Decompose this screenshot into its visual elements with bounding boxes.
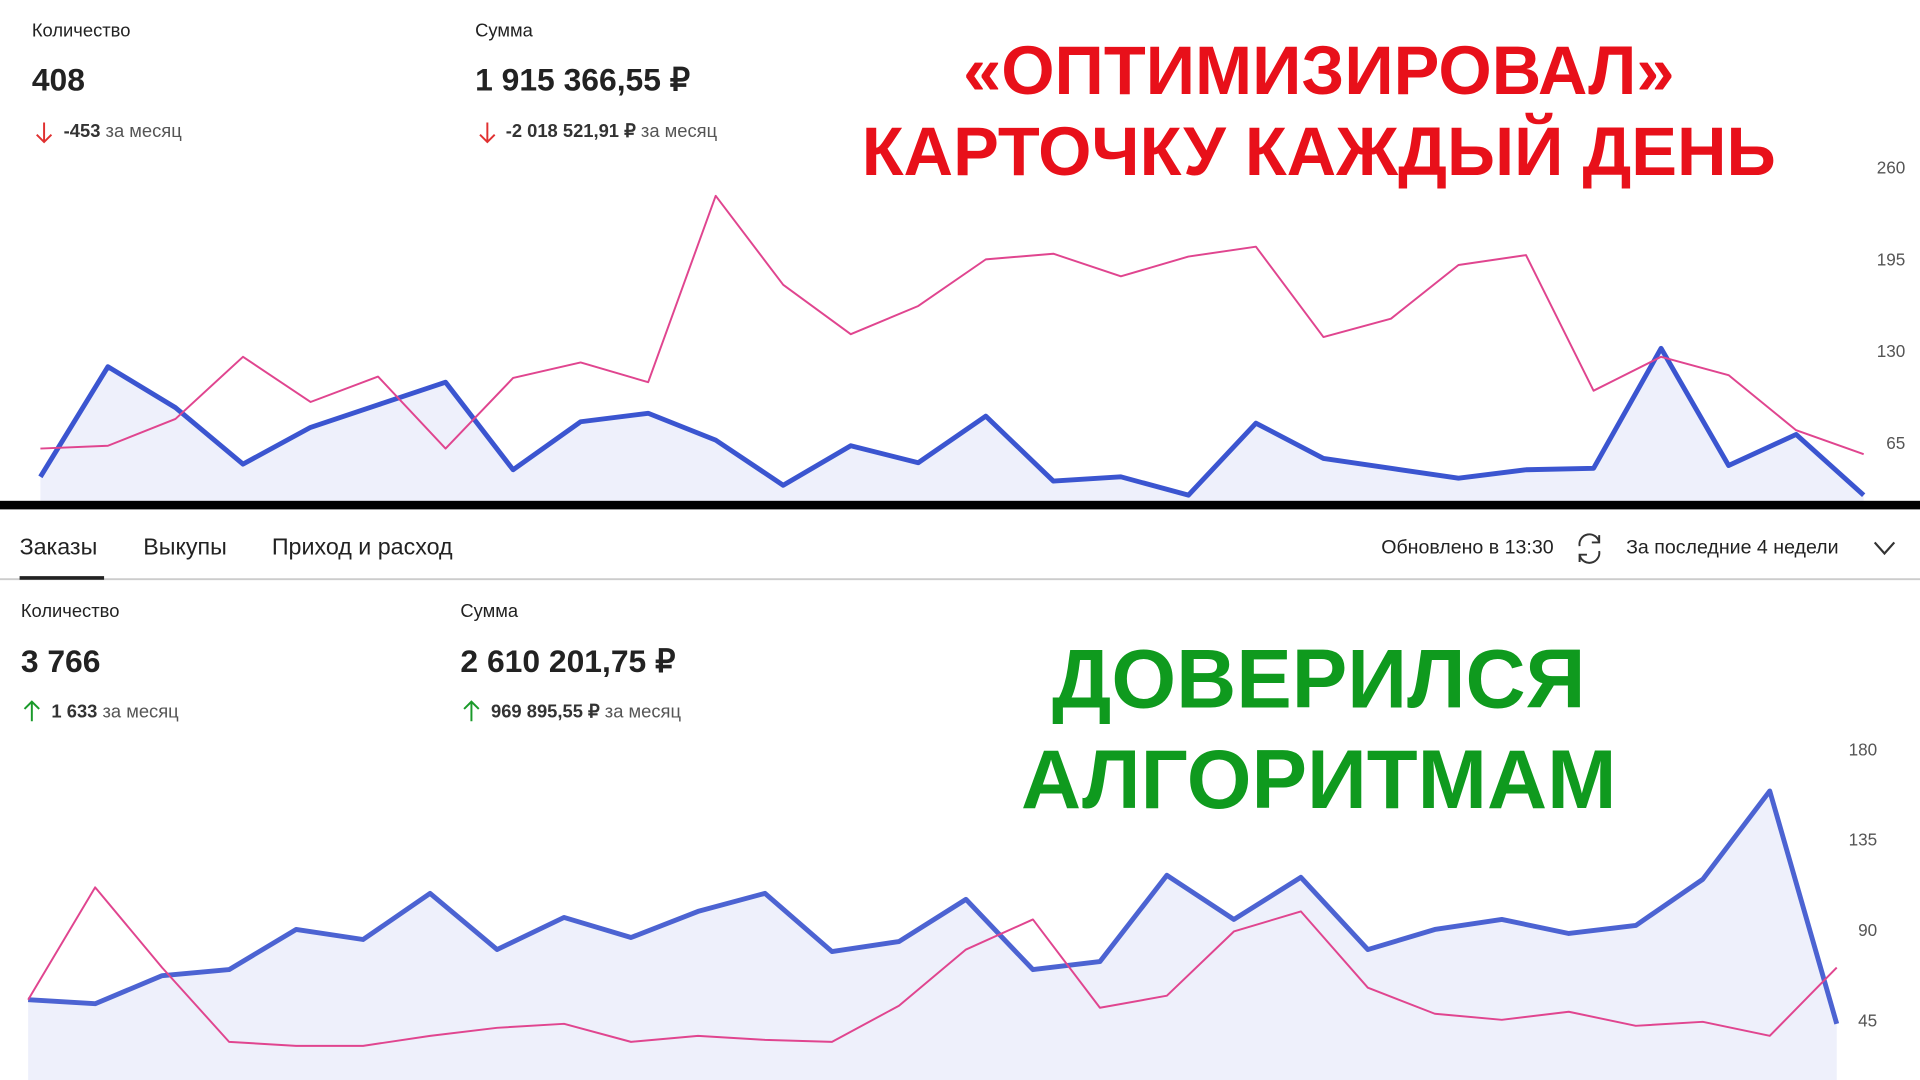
sum: 2 610 201,75 ₽ [460, 643, 675, 679]
top-chart: 65 130 195 260 [38, 158, 1906, 501]
y-tick-label: 195 [1877, 249, 1906, 269]
sum-label: Сумма [460, 600, 518, 621]
period: за месяц [641, 120, 718, 141]
change: -453 [64, 120, 101, 141]
count-label: Количество [21, 600, 120, 621]
updated: Обновлено в 13:30 [1381, 537, 1553, 559]
up-arrow [463, 700, 480, 722]
sum-change: 969 895,55 ₽ за месяц [491, 700, 681, 721]
down-arrow [479, 122, 496, 144]
count-change: -453 за месяц [64, 120, 183, 141]
chevron[interactable] [1873, 541, 1896, 556]
count-label: Количество [32, 20, 131, 41]
change: 1 633 [51, 700, 97, 721]
y-tick-label: 135 [1849, 830, 1878, 850]
sum-label: Сумма [475, 20, 533, 41]
period: за месяц [106, 120, 183, 141]
caption: «ОПТИМИЗИРОВАЛ» [963, 32, 1674, 109]
up-arrow [23, 700, 40, 722]
y-tick-label: 65 [1886, 433, 1905, 453]
caption: ДОВЕРИЛСЯ [1052, 633, 1585, 726]
divider [0, 500, 1920, 510]
caption: АЛГОРИТМАМ [1021, 733, 1616, 826]
count-change: 1 633 за месяц [51, 700, 179, 721]
bottom-chart: 45 90 135 180 [27, 739, 1878, 1080]
top-panel: Количество 408 -453 за месяц Сумма 1 915… [32, 20, 718, 144]
y-tick-label: 90 [1858, 920, 1877, 940]
y-tick-label: 260 [1877, 158, 1906, 178]
down-arrow [36, 122, 53, 144]
refresh-icon[interactable] [1578, 533, 1601, 564]
tab[interactable]: Выкупы [143, 534, 227, 560]
y-tick-label: 180 [1849, 739, 1878, 759]
sum: 1 915 366,55 ₽ [475, 61, 690, 97]
change: 969 895,55 ₽ [491, 700, 600, 721]
y-tick-label: 45 [1858, 1010, 1877, 1030]
area [28, 790, 1837, 1080]
count: 3 766 [21, 643, 101, 679]
line [40, 194, 1865, 456]
caption: КАРТОЧКУ КАЖДЫЙ ДЕНЬ [862, 112, 1776, 190]
y-tick-label: 130 [1877, 341, 1906, 361]
bottom-panel: Заказы Выкупы Приход и расход Обновлено … [0, 533, 1920, 722]
tab[interactable]: Приход и расход [272, 534, 453, 560]
change: -2 018 521,91 ₽ [506, 120, 636, 141]
line [28, 788, 1840, 1025]
tab[interactable]: Заказы [20, 534, 98, 560]
period: за месяц [605, 700, 682, 721]
line [38, 345, 1866, 498]
sum-change: -2 018 521,91 ₽ за месяц [506, 120, 718, 141]
period: за месяц [102, 700, 179, 721]
area [40, 348, 1864, 501]
period-select[interactable]: За последние 4 недели [1626, 537, 1838, 559]
line [27, 886, 1838, 1047]
count: 408 [32, 61, 85, 97]
